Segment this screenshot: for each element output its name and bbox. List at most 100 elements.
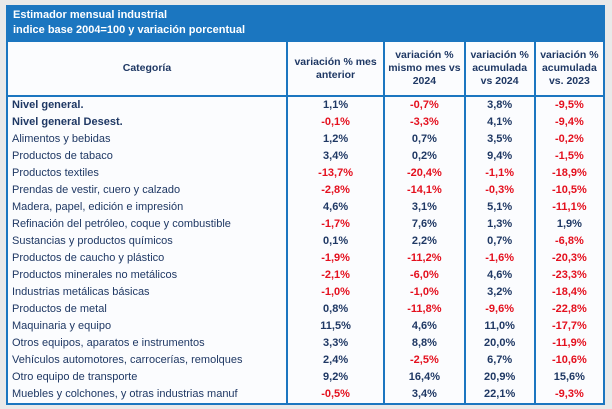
- value-cell: 3,1%: [383, 199, 465, 216]
- category-cell: Productos de tabaco: [12, 150, 113, 162]
- value-cell: 0,7%: [463, 233, 535, 250]
- table-row: Productos de caucho y plástico -1,9% -11,2…: [7, 250, 604, 267]
- column-header-var-mes-anterior: variación % mes anterior: [285, 41, 385, 97]
- value-cell: -18,9%: [533, 165, 604, 182]
- category-cell: Sustancias y productos químicos: [12, 235, 173, 247]
- value-cell: -20,3%: [533, 250, 604, 267]
- category-cell: Prendas de vestir, cuero y calzado: [12, 184, 181, 196]
- value-cell: -2,8%: [285, 182, 385, 199]
- category-cell: Productos minerales no metálicos: [12, 269, 178, 281]
- value-cell: 3,3%: [285, 335, 385, 352]
- value-cell: 4,1%: [463, 114, 535, 131]
- category-cell: Maquinaria y equipo: [12, 320, 112, 332]
- table-row: Madera, papel, edición e impresión 4,6% 3,…: [7, 199, 604, 216]
- table-row: Prendas de vestir, cuero y calzado -2,8% -…: [7, 182, 604, 199]
- value-cell: 6,7%: [463, 352, 535, 369]
- value-cell: -0,3%: [463, 182, 535, 199]
- value-cell: 9,2%: [285, 369, 385, 386]
- table-row: Productos de tabaco 3,4% 0,2% 9,4% -1,5%: [7, 148, 604, 165]
- value-cell: -9,4%: [533, 114, 604, 131]
- value-cell: -6,8%: [533, 233, 604, 250]
- value-cell: 3,8%: [463, 96, 535, 114]
- value-cell: -2,1%: [285, 267, 385, 284]
- value-cell: -9,5%: [533, 96, 604, 114]
- value-cell: -3,3%: [383, 114, 465, 131]
- table-row: Industrias metálicas básicas -1,0% -1,0% 3,…: [7, 284, 604, 301]
- value-cell: -18,4%: [533, 284, 604, 301]
- value-cell: 2,2%: [383, 233, 465, 250]
- table-subtitle: indice base 2004=100 y variación porcent…: [13, 24, 246, 36]
- value-cell: -1,1%: [463, 165, 535, 182]
- value-cell: 0,2%: [383, 148, 465, 165]
- column-header-var-acumulada-2023: variación % acumulada vs. 2023: [533, 41, 604, 97]
- category-cell: Madera, papel, edición e impresión: [12, 201, 184, 213]
- table-row: Vehículos automotores, carrocerías, remo…: [7, 352, 604, 369]
- value-cell: -13,7%: [285, 165, 385, 182]
- value-cell: -1,7%: [285, 216, 385, 233]
- category-cell: Productos de caucho y plástico: [12, 252, 165, 264]
- value-cell: -10,6%: [533, 352, 604, 369]
- value-cell: -22,8%: [533, 301, 604, 318]
- category-cell: Nivel general Desest.: [12, 116, 123, 128]
- table-row: Otros equipos, aparatos e instrumentos 3,…: [7, 335, 604, 352]
- value-cell: -11,8%: [383, 301, 465, 318]
- value-cell: 8,8%: [383, 335, 465, 352]
- table-row: Productos minerales no metálicos -2,1% -6,…: [7, 267, 604, 284]
- value-cell: 5,1%: [463, 199, 535, 216]
- header-row: Categoría variación % mes anterior varia…: [7, 41, 604, 97]
- table-title: Estimador mensual industrial: [13, 9, 168, 21]
- category-cell: Nivel general.: [12, 99, 84, 111]
- value-cell: 3,4%: [383, 386, 465, 404]
- column-header-category: Categoría: [7, 41, 287, 97]
- table-title-bar: Estimador mensual industrial indice base…: [6, 5, 605, 40]
- category-cell: Muebles y colchones, y otras industrias …: [12, 388, 238, 400]
- value-cell: 3,2%: [463, 284, 535, 301]
- category-cell: Industrias metálicas básicas: [12, 286, 150, 298]
- table-row: Refinación del petróleo, coque y combust…: [7, 216, 604, 233]
- table-row: Otro equipo de transporte 9,2% 16,4% 20,9% 1…: [7, 369, 604, 386]
- value-cell: -1,0%: [383, 284, 465, 301]
- value-cell: -9,6%: [463, 301, 535, 318]
- value-cell: 1,3%: [463, 216, 535, 233]
- table-row: Nivel general. 1,1% -0,7% 3,8% -9,5%: [7, 96, 604, 114]
- value-cell: -9,3%: [533, 386, 604, 404]
- value-cell: 4,6%: [285, 199, 385, 216]
- value-cell: -0,5%: [285, 386, 385, 404]
- value-cell: 7,6%: [383, 216, 465, 233]
- value-cell: -11,9%: [533, 335, 604, 352]
- value-cell: 2,4%: [285, 352, 385, 369]
- column-header-var-acumulada-2024: variación % acumulada vs 2024: [463, 41, 535, 97]
- value-cell: 0,8%: [285, 301, 385, 318]
- table-row: Productos textiles -13,7% -20,4% -1,1% -18,9…: [7, 165, 604, 182]
- value-cell: -1,5%: [533, 148, 604, 165]
- value-cell: -1,6%: [463, 250, 535, 267]
- value-cell: 9,4%: [463, 148, 535, 165]
- value-cell: 15,6%: [533, 369, 604, 386]
- value-cell: 1,1%: [285, 96, 385, 114]
- value-cell: 20,0%: [463, 335, 535, 352]
- category-cell: Productos textiles: [12, 167, 99, 179]
- category-cell: Productos de metal: [12, 303, 107, 315]
- value-cell: -0,2%: [533, 131, 604, 148]
- category-cell: Otros equipos, aparatos e instrumentos: [12, 337, 205, 349]
- table-row: Alimentos y bebidas 1,2% 0,7% 3,5% -0,2%: [7, 131, 604, 148]
- industrial-estimator-table: Estimador mensual industrial indice base…: [6, 5, 605, 405]
- category-cell: Alimentos y bebidas: [12, 133, 111, 145]
- table-row: Productos de metal 0,8% -11,8% -9,6% -22,8%: [7, 301, 604, 318]
- value-cell: 1,9%: [533, 216, 604, 233]
- value-cell: 4,6%: [463, 267, 535, 284]
- value-cell: 22,1%: [463, 386, 535, 404]
- value-cell: 16,4%: [383, 369, 465, 386]
- value-cell: 3,5%: [463, 131, 535, 148]
- table-row: Maquinaria y equipo 11,5% 4,6% 11,0% -17,7%: [7, 318, 604, 335]
- value-cell: -0,7%: [383, 96, 465, 114]
- value-cell: 1,2%: [285, 131, 385, 148]
- value-cell: -10,5%: [533, 182, 604, 199]
- category-cell: Vehículos automotores, carrocerías, remo…: [12, 354, 243, 366]
- value-cell: 11,5%: [285, 318, 385, 335]
- value-cell: -1,0%: [285, 284, 385, 301]
- value-cell: 20,9%: [463, 369, 535, 386]
- value-cell: -14,1%: [383, 182, 465, 199]
- value-cell: 4,6%: [383, 318, 465, 335]
- table-body: Nivel general. 1,1% -0,7% 3,8% -9,5% Nivel ge…: [7, 96, 604, 404]
